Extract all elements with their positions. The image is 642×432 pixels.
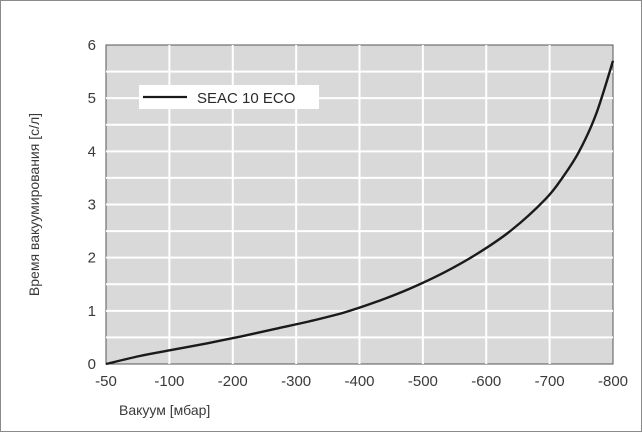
legend: SEAC 10 ECO xyxy=(139,85,319,109)
y-tick-label: 6 xyxy=(88,37,96,54)
legend-label-seac-10-eco: SEAC 10 ECO xyxy=(197,90,295,107)
y-axis-title: Время вакуумирования [с/л] xyxy=(26,113,42,296)
y-tick-label: 5 xyxy=(88,90,96,107)
x-tick-label: -200 xyxy=(218,373,248,390)
y-tick-label: 3 xyxy=(88,197,96,214)
x-tick-label: -500 xyxy=(408,373,438,390)
x-tick-label: -100 xyxy=(154,373,184,390)
x-tick-label: -300 xyxy=(281,373,311,390)
y-tick-label: 2 xyxy=(88,250,96,267)
y-tick-label: 0 xyxy=(88,356,96,373)
grid-lines xyxy=(106,45,613,364)
x-tick-label: -800 xyxy=(598,373,628,390)
x-axis-title: Вакуум [мбар] xyxy=(119,402,210,418)
series-layer xyxy=(105,60,615,366)
x-tick-label: -600 xyxy=(471,373,501,390)
y-tick-label: 1 xyxy=(88,303,96,320)
x-tick-label: -50 xyxy=(95,373,117,390)
x-tick-label: -400 xyxy=(344,373,374,390)
x-axis-ticks: -50 -100 -200 -300 -400 -500 -600 -700 -800 xyxy=(95,373,628,390)
y-tick-label: 4 xyxy=(88,143,96,160)
y-axis-ticks: 0 1 2 3 4 5 6 xyxy=(88,37,96,373)
x-tick-label: -700 xyxy=(535,373,565,390)
series-line-seac-10-eco xyxy=(105,60,615,366)
